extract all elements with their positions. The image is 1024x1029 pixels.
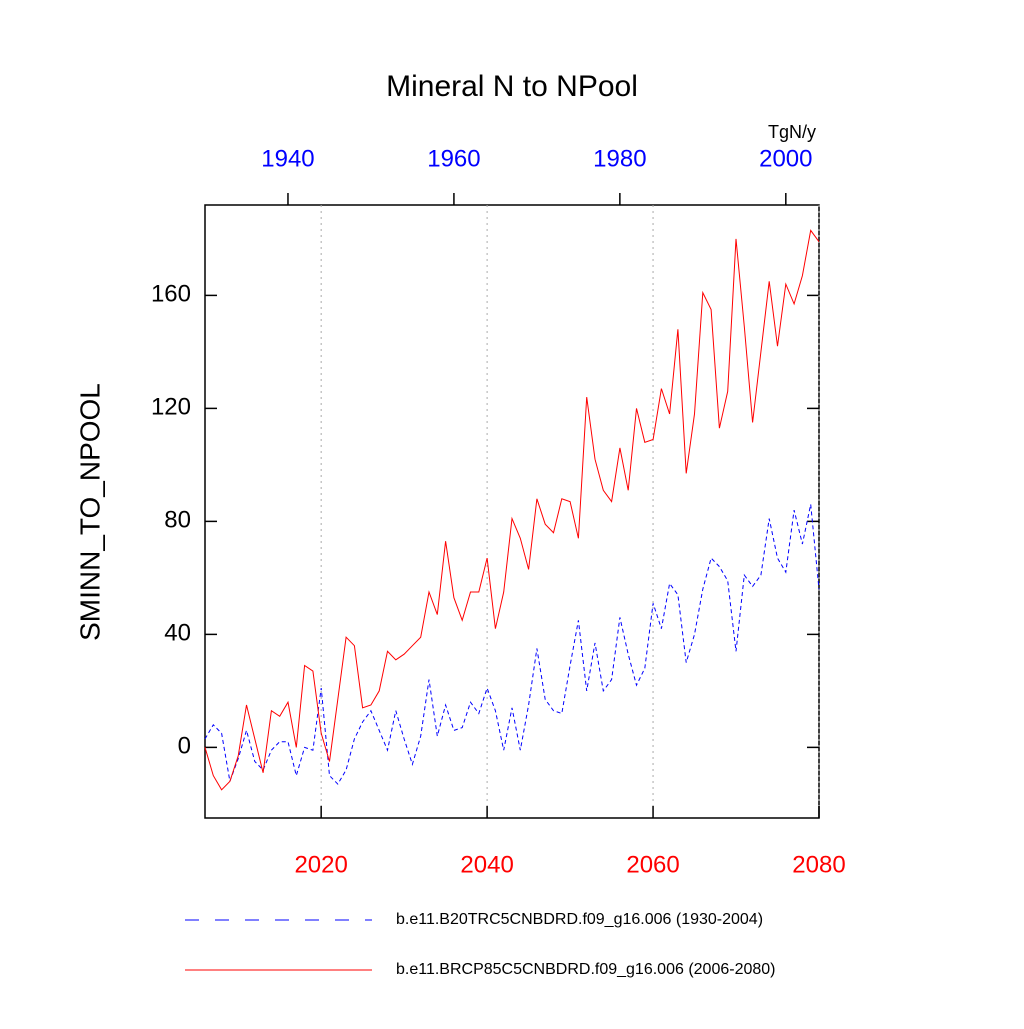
y-tick-label: 160: [151, 281, 191, 308]
units-label: TgN/y: [768, 122, 816, 142]
y-tick-label: 80: [164, 507, 191, 534]
x-tick-label: 2060: [626, 851, 679, 878]
x-tick-label: 2020: [294, 851, 347, 878]
x2-tick-label: 1960: [427, 145, 480, 172]
series-line: [204, 504, 820, 785]
legend-label: b.e11.BRCP85C5CNBDRD.f09_g16.006 (2006-2…: [396, 961, 775, 978]
y-tick-label: 120: [151, 394, 191, 421]
series-line: [204, 229, 820, 791]
y-tick-label: 0: [178, 733, 191, 760]
legend-label: b.e11.B20TRC5CNBDRD.f09_g16.006 (1930-20…: [396, 911, 763, 928]
x-tick-label: 2080: [792, 851, 845, 878]
x2-tick-label: 2000: [759, 145, 812, 172]
x2-tick-label: 1980: [593, 145, 646, 172]
y-axis-label: SMINN_TO_NPOOL: [74, 383, 105, 641]
plot-frame: [204, 204, 820, 819]
chart-title: Mineral N to NPool: [386, 70, 638, 103]
x-tick-label: 2040: [460, 851, 513, 878]
x2-tick-label: 1940: [261, 145, 314, 172]
y-tick-label: 40: [164, 620, 191, 647]
